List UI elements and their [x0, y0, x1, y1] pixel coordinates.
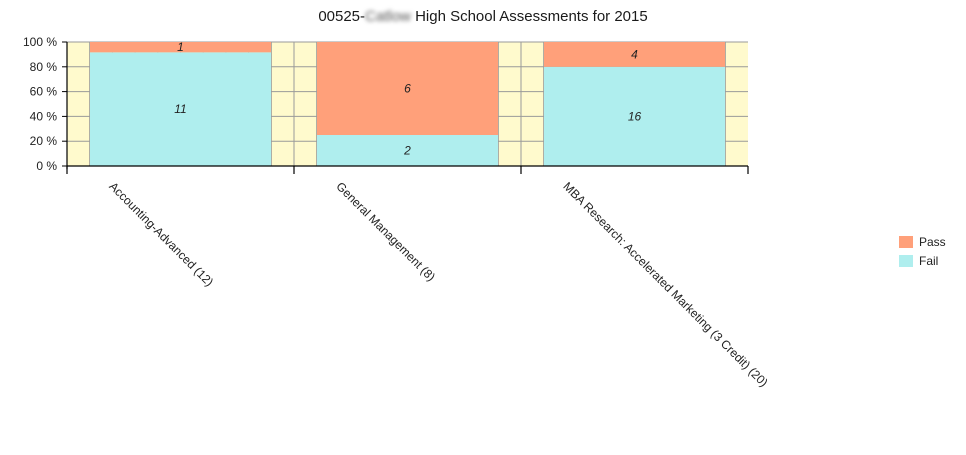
- y-tick-label: 80 %: [30, 60, 58, 74]
- data-label-pass: 1: [177, 40, 184, 54]
- chart-title: 00525-Catlow High School Assessments for…: [0, 8, 966, 25]
- bar-fail: [90, 52, 271, 167]
- x-category-label: General Management (8): [333, 179, 438, 284]
- legend-item-fail: Fail: [899, 251, 946, 270]
- bar-pass: [544, 42, 725, 67]
- bar-fail: [317, 135, 498, 166]
- y-tick-label: 20 %: [30, 134, 58, 148]
- legend-swatch-fail: [899, 254, 913, 267]
- chart-title-suffix: High School Assessments for 2015: [415, 8, 648, 25]
- y-tick-label: 60 %: [30, 85, 58, 99]
- x-category-label: Accounting-Advanced (12): [106, 179, 216, 289]
- data-label-fail: 16: [628, 109, 642, 123]
- bar-pass: [317, 42, 498, 135]
- y-tick-label: 40 %: [30, 109, 58, 123]
- y-tick-label: 100 %: [23, 35, 57, 49]
- bar-fail: [544, 66, 725, 166]
- bar-pass: [90, 42, 271, 53]
- chart-legend: Pass Fail: [899, 232, 946, 270]
- legend-item-pass: Pass: [899, 232, 946, 251]
- legend-swatch-pass: [899, 235, 913, 248]
- legend-label-pass: Pass: [919, 234, 946, 249]
- y-tick-label: 0 %: [36, 159, 57, 173]
- data-label-pass: 4: [631, 47, 638, 61]
- data-label-pass: 6: [404, 82, 411, 96]
- data-label-fail: 11: [174, 102, 186, 116]
- chart-title-redacted: Catlow: [365, 8, 411, 25]
- legend-label-fail: Fail: [919, 253, 939, 268]
- data-label-fail: 2: [403, 144, 411, 158]
- chart-title-prefix: 00525-: [318, 8, 366, 25]
- x-category-label: MBA Research: Accelerated Marketing (3 C…: [560, 179, 770, 389]
